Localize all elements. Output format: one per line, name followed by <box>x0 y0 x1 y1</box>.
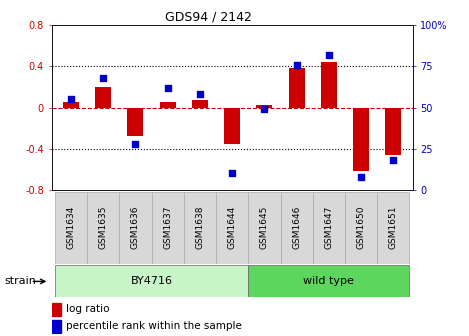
Text: percentile rank within the sample: percentile rank within the sample <box>66 321 242 331</box>
Bar <box>257 106 272 108</box>
Text: GSM1635: GSM1635 <box>98 206 108 249</box>
FancyBboxPatch shape <box>377 192 409 264</box>
Text: GSM1637: GSM1637 <box>163 206 172 249</box>
Text: wild type: wild type <box>303 277 354 286</box>
Text: GSM1646: GSM1646 <box>292 206 301 249</box>
FancyBboxPatch shape <box>87 192 119 264</box>
FancyBboxPatch shape <box>248 265 409 297</box>
FancyBboxPatch shape <box>280 192 313 264</box>
Bar <box>128 108 144 136</box>
Bar <box>353 108 369 171</box>
Text: GSM1634: GSM1634 <box>67 206 76 249</box>
Text: BY4716: BY4716 <box>130 277 173 286</box>
Bar <box>386 108 401 155</box>
Text: GSM1638: GSM1638 <box>196 206 204 249</box>
Point <box>196 92 204 97</box>
FancyBboxPatch shape <box>55 192 87 264</box>
FancyBboxPatch shape <box>248 192 280 264</box>
Bar <box>288 69 305 108</box>
Bar <box>95 87 111 108</box>
FancyBboxPatch shape <box>313 192 345 264</box>
Bar <box>159 102 176 108</box>
Point <box>293 62 300 68</box>
Bar <box>224 108 240 143</box>
Text: GSM1645: GSM1645 <box>260 206 269 249</box>
Bar <box>52 320 61 333</box>
Text: log ratio: log ratio <box>66 304 110 314</box>
FancyBboxPatch shape <box>55 265 248 297</box>
Text: GDS94 / 2142: GDS94 / 2142 <box>165 10 252 23</box>
Point <box>132 141 139 146</box>
Point <box>261 107 268 112</box>
FancyBboxPatch shape <box>184 192 216 264</box>
FancyBboxPatch shape <box>345 192 377 264</box>
Text: strain: strain <box>5 277 37 286</box>
Point <box>99 75 107 81</box>
Bar <box>321 62 337 108</box>
Text: GSM1647: GSM1647 <box>325 206 333 249</box>
Point <box>228 171 236 176</box>
Point <box>325 52 333 57</box>
Text: GSM1651: GSM1651 <box>389 206 398 249</box>
Text: GSM1650: GSM1650 <box>356 206 366 249</box>
Point <box>67 97 75 102</box>
FancyBboxPatch shape <box>119 192 151 264</box>
Bar <box>52 303 61 316</box>
Bar <box>63 102 79 108</box>
Point <box>357 174 365 179</box>
Point <box>390 158 397 163</box>
Text: GSM1644: GSM1644 <box>227 206 237 249</box>
Bar <box>192 100 208 108</box>
Point <box>164 85 171 90</box>
FancyBboxPatch shape <box>151 192 184 264</box>
Text: GSM1636: GSM1636 <box>131 206 140 249</box>
FancyBboxPatch shape <box>216 192 248 264</box>
